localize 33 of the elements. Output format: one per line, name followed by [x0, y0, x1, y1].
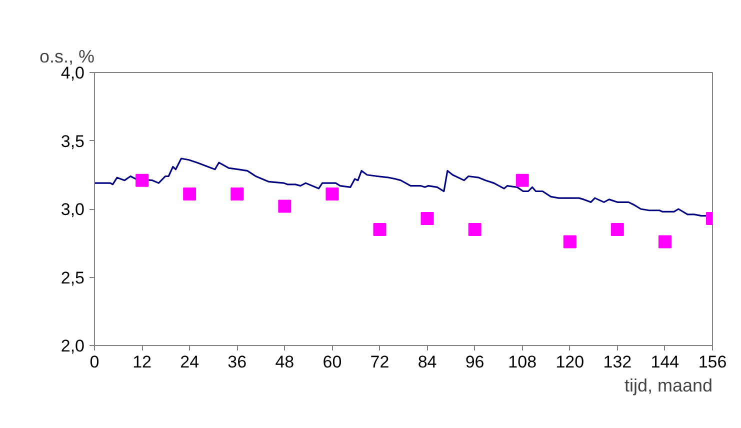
point [516, 174, 529, 187]
point [278, 200, 292, 213]
x-tick-label: 156 [698, 352, 727, 372]
x-tick-label: 36 [228, 352, 247, 372]
y-axis-title: o.s., % [40, 46, 95, 66]
y-tick-label: 3,5 [60, 132, 85, 151]
x-tick-label: 144 [650, 352, 680, 372]
point [420, 212, 434, 226]
x-tick-label: 24 [180, 352, 200, 372]
point [136, 174, 149, 187]
x-tick-label: 0 [90, 352, 100, 372]
x-tick-label: 108 [508, 352, 537, 372]
point [326, 187, 339, 200]
x-tick-label: 120 [556, 352, 584, 372]
point [373, 222, 386, 236]
point [230, 187, 244, 200]
x-tick-label: 132 [603, 352, 632, 372]
x-tick-label: 60 [322, 352, 342, 372]
x-tick-label: 84 [418, 352, 437, 372]
x-tick-label: 96 [465, 352, 484, 372]
y-tick-label: 2,5 [60, 268, 85, 288]
x-axis-title: tijd, maand [624, 376, 713, 396]
point [610, 222, 624, 236]
point [468, 222, 482, 236]
point [658, 235, 672, 248]
x-tick-label: 12 [132, 352, 152, 372]
x-tick-label: 72 [370, 352, 390, 372]
x-tick-label: 48 [275, 352, 294, 372]
point [563, 235, 576, 248]
point [183, 187, 196, 200]
y-tick-label: 2,0 [60, 336, 85, 356]
y-tick-label: 4,0 [60, 64, 85, 82]
y-tick-label: 3,0 [60, 200, 85, 219]
